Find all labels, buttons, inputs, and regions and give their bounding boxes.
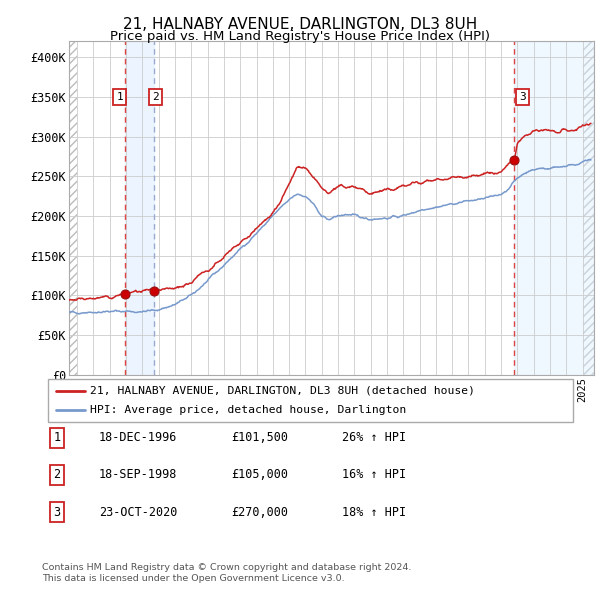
Text: 23-OCT-2020: 23-OCT-2020 [99, 506, 178, 519]
Text: 26% ↑ HPI: 26% ↑ HPI [342, 431, 406, 444]
Text: 18-DEC-1996: 18-DEC-1996 [99, 431, 178, 444]
Text: 3: 3 [53, 506, 61, 519]
Text: 3: 3 [519, 92, 526, 102]
Text: 21, HALNABY AVENUE, DARLINGTON, DL3 8UH (detached house): 21, HALNABY AVENUE, DARLINGTON, DL3 8UH … [90, 386, 475, 396]
Bar [125, 41, 154, 375]
Text: This data is licensed under the Open Government Licence v3.0.: This data is licensed under the Open Gov… [42, 573, 344, 583]
Text: 1: 1 [116, 92, 123, 102]
Text: 2: 2 [152, 92, 158, 102]
Text: HPI: Average price, detached house, Darlington: HPI: Average price, detached house, Darl… [90, 405, 406, 415]
Text: £101,500: £101,500 [231, 431, 288, 444]
Text: 2: 2 [53, 468, 61, 481]
Text: £270,000: £270,000 [231, 506, 288, 519]
FancyBboxPatch shape [48, 379, 573, 422]
Text: 16% ↑ HPI: 16% ↑ HPI [342, 468, 406, 481]
Text: 21, HALNABY AVENUE, DARLINGTON, DL3 8UH: 21, HALNABY AVENUE, DARLINGTON, DL3 8UH [123, 17, 477, 32]
Text: 18% ↑ HPI: 18% ↑ HPI [342, 506, 406, 519]
Text: 18-SEP-1998: 18-SEP-1998 [99, 468, 178, 481]
Text: Contains HM Land Registry data © Crown copyright and database right 2024.: Contains HM Land Registry data © Crown c… [42, 563, 412, 572]
Bar [514, 41, 594, 375]
Bar [69, 41, 77, 375]
Text: £105,000: £105,000 [231, 468, 288, 481]
Text: 1: 1 [53, 431, 61, 444]
Bar [583, 41, 594, 375]
Text: Price paid vs. HM Land Registry's House Price Index (HPI): Price paid vs. HM Land Registry's House … [110, 30, 490, 43]
